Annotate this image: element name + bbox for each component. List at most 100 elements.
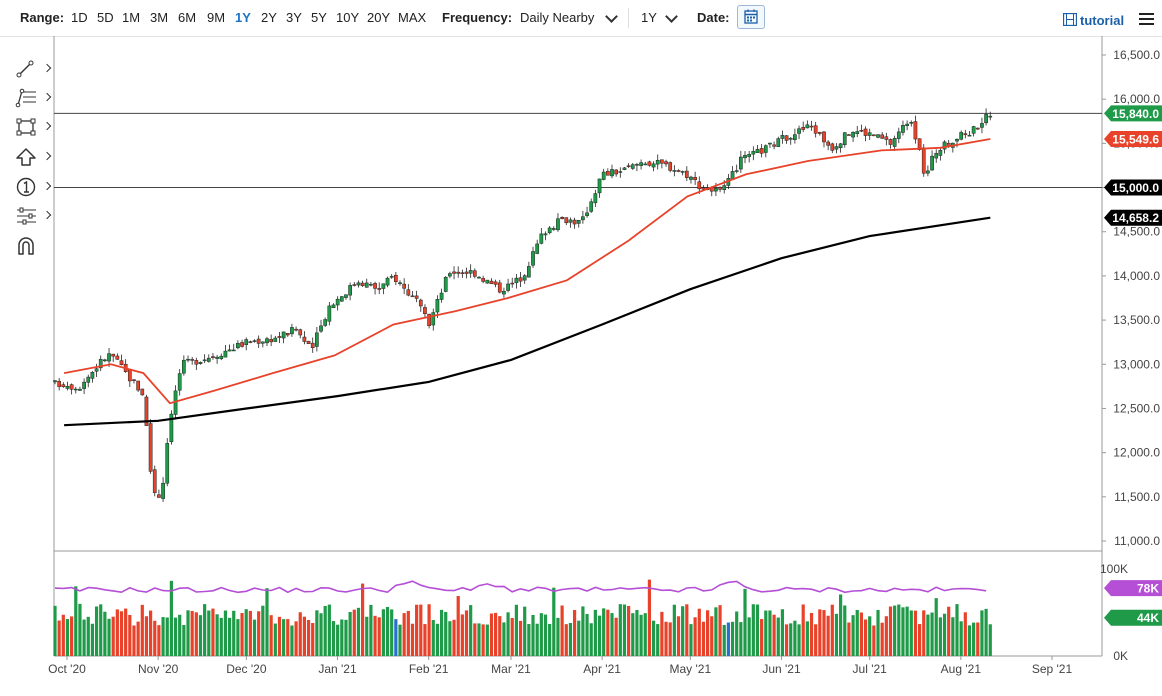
volume-bar bbox=[955, 604, 959, 656]
volume-bar bbox=[70, 616, 74, 656]
candle-body bbox=[655, 160, 660, 165]
range-button-10y[interactable]: 10Y bbox=[336, 10, 360, 25]
volume-bar bbox=[739, 622, 743, 656]
range-button-1d[interactable]: 1D bbox=[71, 10, 88, 25]
candle-body bbox=[460, 272, 465, 274]
candle-body bbox=[635, 164, 639, 166]
line-tool[interactable] bbox=[14, 58, 52, 80]
volume-bar bbox=[74, 586, 78, 656]
candle-body bbox=[103, 359, 107, 362]
volume-bar bbox=[498, 616, 502, 656]
candle-body bbox=[605, 171, 610, 176]
candle-body bbox=[772, 144, 776, 147]
range-button-6m[interactable]: 6M bbox=[178, 10, 197, 25]
range-button-9m[interactable]: 9M bbox=[207, 10, 226, 25]
candle-body bbox=[722, 185, 727, 191]
candle-body bbox=[356, 282, 361, 286]
candle-body bbox=[622, 167, 627, 170]
candle-body bbox=[967, 134, 972, 137]
candle-body bbox=[793, 134, 797, 140]
candle-body bbox=[94, 368, 99, 372]
settings-tool[interactable] bbox=[14, 205, 52, 227]
number-marker-tool[interactable] bbox=[14, 176, 52, 198]
volume-bar bbox=[751, 604, 755, 656]
candle-body bbox=[855, 131, 860, 135]
period-chevron-icon[interactable] bbox=[665, 10, 678, 23]
candle-body bbox=[231, 349, 236, 352]
candle-body bbox=[614, 169, 619, 175]
y-tick-label: 13,500.0 bbox=[1113, 313, 1160, 327]
candle-body bbox=[984, 114, 988, 124]
volume-bar bbox=[581, 606, 585, 656]
volume-bar bbox=[552, 587, 556, 656]
candle-body bbox=[277, 336, 282, 338]
volume-bar bbox=[485, 624, 489, 656]
range-button-20y[interactable]: 20Y bbox=[367, 10, 391, 25]
volume-bar bbox=[710, 616, 714, 656]
candle-body bbox=[809, 125, 814, 128]
candle-body bbox=[398, 282, 402, 284]
candle-body bbox=[248, 341, 253, 343]
candle-body bbox=[443, 276, 448, 292]
candle-body bbox=[660, 159, 664, 164]
frequency-select[interactable]: Daily Nearby bbox=[520, 10, 595, 25]
arrow-tool[interactable] bbox=[14, 146, 52, 168]
candle-body bbox=[589, 201, 594, 212]
rectangle-tool[interactable] bbox=[14, 116, 52, 138]
range-button-5y[interactable]: 5Y bbox=[311, 10, 327, 25]
price-chart[interactable]: 16,500.016,000.015,500.015,000.014,500.0… bbox=[0, 36, 1162, 696]
volume-bar bbox=[506, 612, 510, 656]
fib-tool[interactable] bbox=[14, 87, 52, 109]
volume-bar bbox=[294, 621, 298, 656]
volume-average-line bbox=[54, 580, 987, 594]
number-marker-icon bbox=[16, 177, 36, 197]
candle-body bbox=[564, 217, 569, 224]
candle-body bbox=[747, 154, 752, 157]
hamburger-menu-icon[interactable] bbox=[1139, 13, 1154, 25]
period-select[interactable]: 1Y bbox=[641, 10, 657, 25]
volume-bar bbox=[722, 625, 726, 656]
candle-body bbox=[618, 171, 623, 173]
volume-bar bbox=[693, 617, 697, 656]
magnet-tool[interactable] bbox=[14, 235, 48, 257]
volume-bar bbox=[352, 609, 356, 656]
candle-body bbox=[73, 388, 78, 391]
volume-bar bbox=[444, 611, 448, 656]
candle-body bbox=[959, 132, 964, 140]
candle-body bbox=[402, 283, 407, 289]
candle-body bbox=[680, 171, 685, 173]
candle-body bbox=[630, 164, 635, 169]
x-tick-label: Oct '20 bbox=[48, 662, 86, 676]
range-button-5d[interactable]: 5D bbox=[97, 10, 114, 25]
candle-body bbox=[485, 279, 490, 284]
calendar-icon bbox=[744, 9, 758, 24]
volume-bar bbox=[282, 619, 286, 656]
volume-bar bbox=[252, 619, 257, 656]
candle-body bbox=[784, 135, 789, 141]
candle-body bbox=[714, 188, 718, 192]
x-tick-label: Feb '21 bbox=[409, 662, 449, 676]
candle-body bbox=[236, 343, 240, 349]
volume-bar bbox=[419, 604, 423, 656]
volume-bar bbox=[938, 617, 942, 656]
candle-body bbox=[551, 228, 556, 230]
candle-body bbox=[165, 443, 170, 484]
candle-body bbox=[111, 353, 116, 357]
candle-body bbox=[872, 134, 876, 137]
range-button-3m[interactable]: 3M bbox=[150, 10, 169, 25]
volume-bar bbox=[647, 579, 652, 656]
tutorial-link[interactable]: tutorial bbox=[1080, 13, 1125, 28]
frequency-chevron-icon[interactable] bbox=[605, 10, 618, 23]
range-button-3y[interactable]: 3Y bbox=[286, 10, 302, 25]
volume-bar bbox=[464, 610, 469, 656]
range-button-max[interactable]: MAX bbox=[398, 10, 427, 25]
volume-bar bbox=[244, 609, 248, 656]
range-button-1y[interactable]: 1Y bbox=[235, 10, 251, 25]
range-button-2y[interactable]: 2Y bbox=[261, 10, 277, 25]
volume-bar bbox=[427, 604, 431, 656]
candle-body bbox=[281, 331, 286, 339]
range-button-1m[interactable]: 1M bbox=[122, 10, 141, 25]
volume-bar bbox=[922, 610, 926, 656]
calendar-button[interactable] bbox=[737, 5, 765, 29]
candle-body bbox=[801, 126, 806, 130]
